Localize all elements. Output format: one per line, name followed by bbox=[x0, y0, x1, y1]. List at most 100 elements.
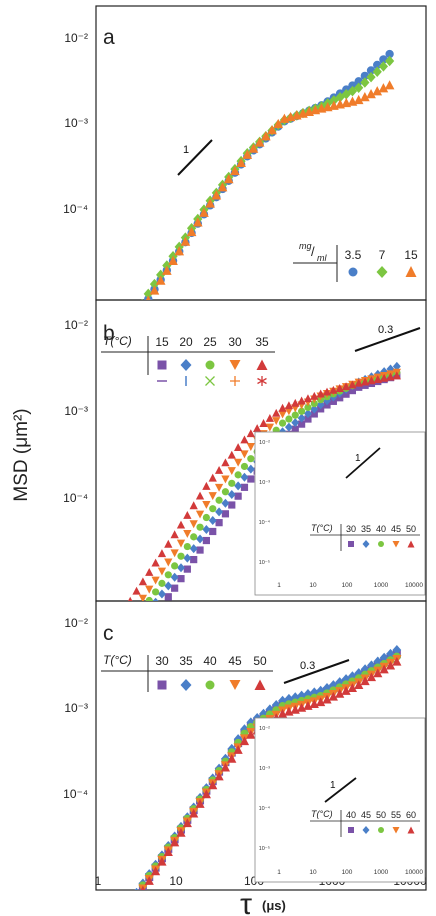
data-point-triangle bbox=[174, 246, 185, 256]
data-point-triangle bbox=[347, 683, 358, 692]
series-50 bbox=[140, 656, 402, 890]
data-point-diamond bbox=[143, 288, 153, 300]
data-point-triangle bbox=[192, 217, 203, 227]
data-point-triangle bbox=[170, 837, 180, 847]
data-point-triangle bbox=[155, 275, 166, 285]
data-point-triangle-down bbox=[189, 520, 198, 529]
data-point-circle bbox=[183, 542, 191, 551]
data-point-triangle-down bbox=[170, 549, 179, 558]
data-point-diamond bbox=[291, 418, 300, 428]
data-point-triangle-down bbox=[195, 510, 205, 519]
legend-marker-triangle bbox=[254, 679, 266, 690]
y-tick-label: 10⁻³ bbox=[64, 701, 88, 715]
data-point-triangle-down bbox=[233, 458, 243, 467]
x-tick-label: 10 bbox=[169, 874, 183, 888]
data-point-diamond bbox=[134, 887, 139, 890]
data-point-triangle-down bbox=[214, 483, 224, 492]
data-point-diamond bbox=[284, 422, 293, 432]
data-point-circle bbox=[285, 415, 293, 423]
data-point-triangle-down bbox=[157, 567, 167, 576]
data-point-diamond bbox=[157, 589, 166, 599]
data-point-triangle bbox=[348, 380, 357, 389]
data-point-triangle bbox=[392, 371, 401, 380]
data-point-triangle bbox=[230, 165, 240, 176]
data-point-triangle bbox=[384, 80, 395, 90]
data-point-square bbox=[221, 510, 230, 518]
series-group-a bbox=[141, 49, 395, 300]
data-point-triangle bbox=[373, 375, 382, 383]
data-point-square bbox=[196, 546, 204, 554]
data-point-triangle bbox=[233, 443, 243, 452]
legend-marker-circle bbox=[378, 541, 384, 547]
data-point-triangle bbox=[392, 656, 402, 666]
data-point-triangle bbox=[180, 236, 191, 246]
data-point-diamond bbox=[373, 656, 383, 667]
x-axis-symbol: τ bbox=[240, 888, 252, 916]
data-point-triangle bbox=[379, 664, 389, 674]
panel-b-inset: 10⁻² 10⁻³ 10⁻⁴ 10⁻⁵ 1 10 100 1000 10000 … bbox=[254, 431, 426, 596]
inset-x-tick: 10 bbox=[309, 869, 317, 876]
data-point-triangle-down bbox=[221, 475, 230, 484]
data-point-triangle bbox=[380, 373, 389, 382]
panel-a-slope: 1 bbox=[177, 139, 213, 176]
data-point-triangle bbox=[163, 847, 173, 857]
data-point-circle bbox=[385, 49, 394, 59]
legend-marker-triangle bbox=[405, 266, 417, 277]
legend-marker-triangle-down bbox=[229, 360, 241, 370]
data-point-triangle bbox=[211, 190, 222, 200]
data-point-triangle bbox=[214, 466, 224, 474]
inset-y-tick: 10⁻⁵ bbox=[259, 559, 270, 566]
data-point-triangle bbox=[329, 385, 338, 394]
data-point-triangle-down bbox=[202, 500, 211, 509]
panel-c-letter: c bbox=[103, 622, 114, 645]
data-point-circle bbox=[171, 562, 179, 570]
data-point-diamond bbox=[297, 413, 306, 423]
data-point-triangle bbox=[378, 83, 389, 93]
legend-marker-diamond bbox=[180, 679, 192, 691]
legend-marker-diamond bbox=[376, 266, 388, 278]
legend-marker-triangle-down bbox=[392, 827, 400, 834]
panel-b-slope: 0.3 bbox=[354, 324, 421, 352]
data-point-triangle bbox=[233, 745, 243, 754]
inset-x-tick: 1000 bbox=[374, 582, 389, 589]
y-tick-label: 10⁻⁴ bbox=[63, 491, 88, 505]
y-tick-label: 10⁻³ bbox=[64, 116, 88, 130]
data-point-triangle-down bbox=[272, 417, 281, 426]
data-point-triangle bbox=[189, 501, 198, 510]
data-point-triangle bbox=[310, 391, 319, 400]
data-point-triangle-down bbox=[176, 539, 186, 548]
legend-marker-circle bbox=[378, 827, 384, 833]
data-point-triangle bbox=[201, 789, 211, 799]
data-point-triangle bbox=[246, 729, 256, 739]
data-point-triangle bbox=[223, 174, 234, 184]
inset-x-tick: 1000 bbox=[374, 869, 389, 876]
inset-slope-label: 1 bbox=[330, 780, 336, 791]
y-axis-label: MSD (μm²) bbox=[11, 408, 32, 501]
legend-entry-label: 40 bbox=[203, 654, 217, 668]
data-point-triangle bbox=[360, 91, 370, 102]
data-point-triangle bbox=[138, 577, 148, 586]
data-point-triangle bbox=[284, 401, 294, 410]
inset-x-tick: 1 bbox=[277, 582, 281, 589]
legend-unit-numerator: mg bbox=[299, 241, 312, 251]
data-point-diamond bbox=[366, 71, 376, 83]
data-point-triangle bbox=[189, 808, 199, 818]
data-point-triangle bbox=[254, 137, 265, 147]
inset-legend-header: T(°C) bbox=[311, 523, 333, 533]
data-point-triangle bbox=[385, 660, 396, 670]
data-point-triangle bbox=[221, 458, 230, 467]
data-point-triangle bbox=[322, 387, 332, 396]
data-point-diamond bbox=[240, 472, 249, 482]
data-point-triangle bbox=[316, 697, 326, 707]
data-point-triangle bbox=[214, 771, 224, 781]
data-point-triangle bbox=[360, 377, 370, 386]
data-point-circle bbox=[379, 55, 388, 64]
legend-marker-triangle-down bbox=[229, 680, 241, 690]
inset-legend-label: 50 bbox=[376, 810, 386, 820]
data-point-circle bbox=[196, 523, 204, 531]
data-point-square bbox=[240, 483, 249, 491]
data-point-diamond bbox=[316, 400, 325, 410]
legend-marker-triangle bbox=[407, 540, 415, 548]
data-point-triangle bbox=[202, 481, 211, 490]
